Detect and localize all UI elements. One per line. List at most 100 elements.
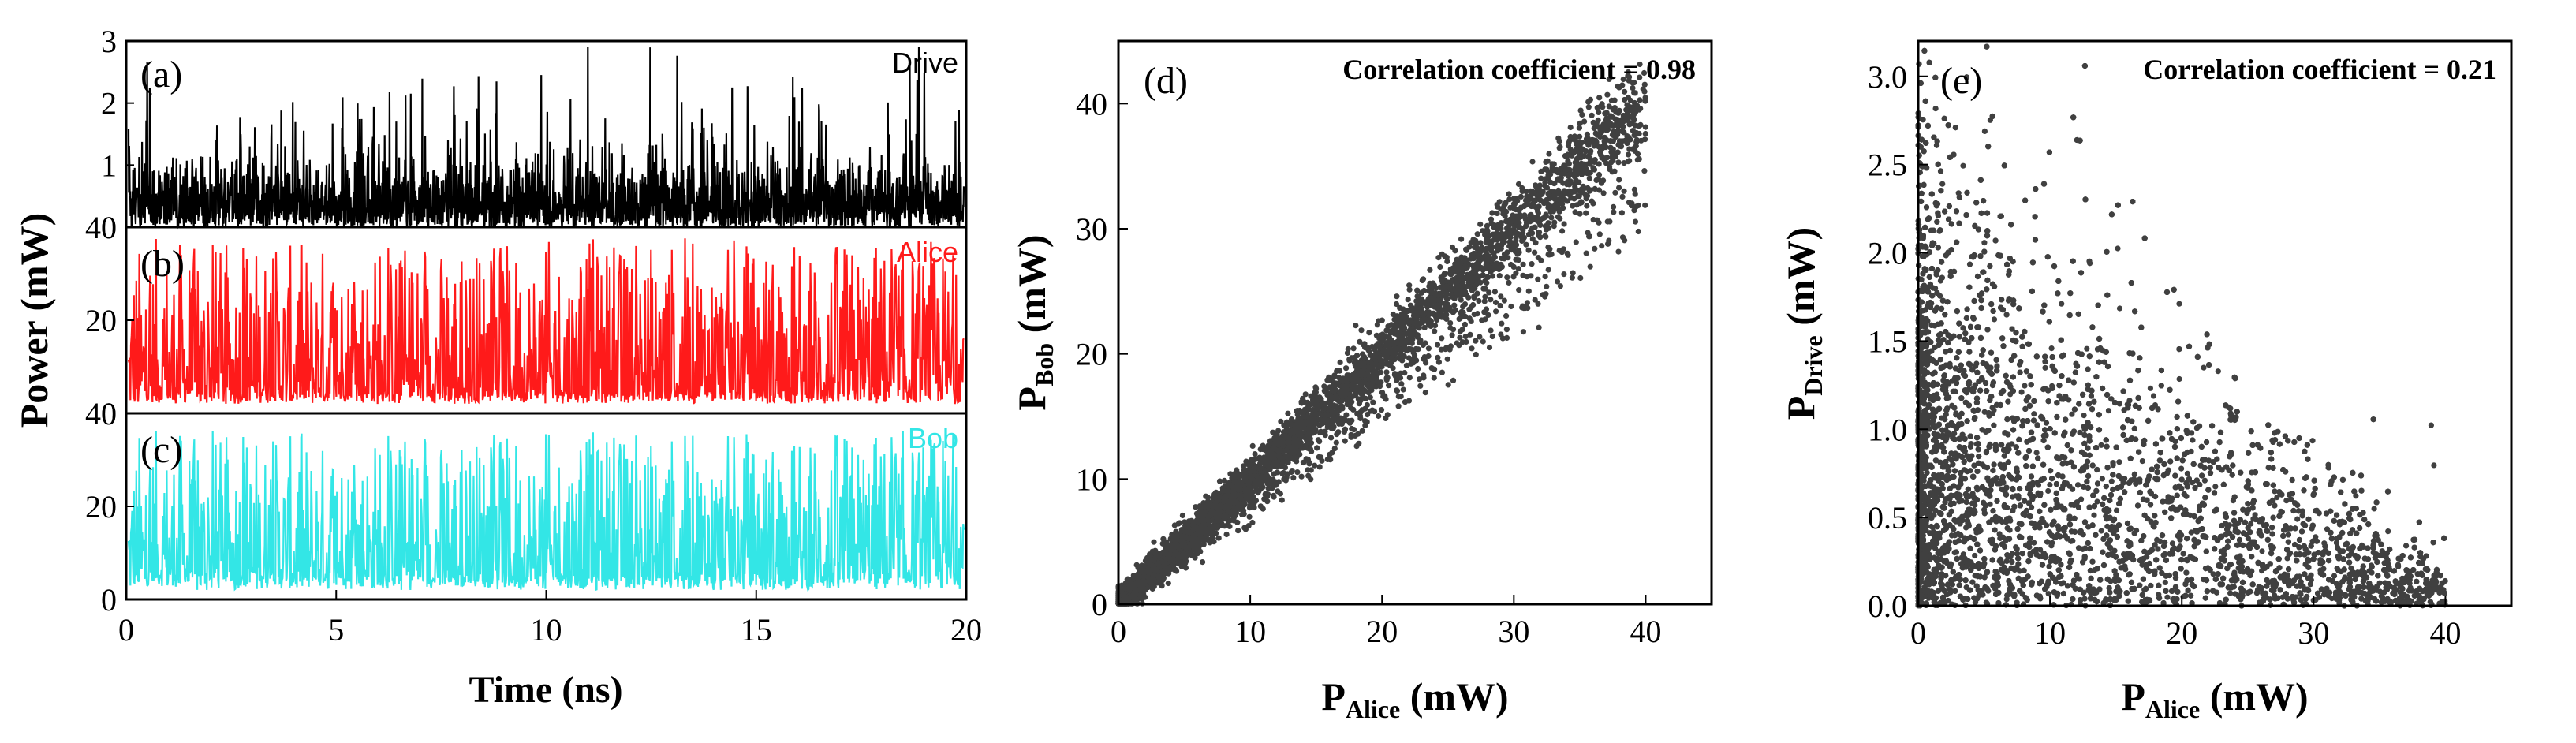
scatter-point bbox=[1611, 203, 1617, 210]
scatter-point bbox=[1642, 136, 1648, 143]
scatter-point bbox=[1546, 151, 1552, 157]
scatter-point bbox=[1499, 320, 1505, 327]
scatter-point bbox=[1615, 159, 1622, 166]
scatter-point bbox=[1632, 218, 1639, 225]
scatter-point bbox=[1327, 399, 1333, 405]
scatter-point bbox=[1520, 272, 1526, 278]
scatter-point bbox=[1416, 294, 1422, 301]
scatter-point bbox=[1327, 394, 1334, 401]
scatter-point bbox=[1394, 387, 1400, 394]
scatter-point bbox=[1278, 418, 1284, 425]
scatter-point bbox=[1435, 342, 1441, 348]
scatter-point bbox=[1293, 454, 1300, 461]
panel-c-legend: Bob bbox=[908, 422, 958, 454]
scatter-point bbox=[1274, 469, 1281, 476]
scatter-point bbox=[1319, 420, 1325, 427]
abc-ylabel: Power (mW) bbox=[12, 213, 56, 428]
scatter-point bbox=[1591, 125, 1597, 132]
scatter-point bbox=[1486, 289, 1492, 296]
scatter-point bbox=[1288, 469, 1294, 476]
scatter-point bbox=[1283, 454, 1290, 461]
scatter-point bbox=[1343, 365, 1350, 372]
scatter-point bbox=[1357, 409, 1364, 416]
scatter-point bbox=[1243, 474, 1249, 480]
scatter-point bbox=[1544, 283, 1550, 289]
scatter-point bbox=[1344, 349, 1350, 357]
scatter-point bbox=[1642, 202, 1648, 208]
scatter-point bbox=[1634, 157, 1641, 163]
scatter-point bbox=[1601, 157, 1607, 163]
scatter-point bbox=[1561, 221, 1567, 227]
scatter-point bbox=[1473, 351, 1479, 358]
scatter-point bbox=[1342, 426, 1349, 432]
scatter-point bbox=[1369, 379, 1376, 386]
scatter-point bbox=[1343, 385, 1350, 391]
scatter-point bbox=[1542, 274, 1548, 280]
scatter-point bbox=[1364, 383, 1371, 389]
scatter-point bbox=[1184, 521, 1190, 527]
scatter-point bbox=[1497, 221, 1503, 227]
scatter-point bbox=[1383, 369, 1390, 375]
scatter-point bbox=[1402, 327, 1408, 333]
scatter-point bbox=[1447, 271, 1453, 277]
scatter-point bbox=[1484, 274, 1491, 281]
scatter-point bbox=[1616, 143, 1622, 149]
scatter-point bbox=[1595, 117, 1601, 123]
panel-d-points bbox=[1115, 61, 1648, 607]
scatter-point bbox=[1518, 204, 1525, 211]
scatter-point bbox=[1581, 161, 1587, 167]
scatter-point bbox=[1182, 565, 1189, 571]
panel-c-trace bbox=[127, 431, 965, 592]
scatter-point bbox=[1395, 394, 1402, 400]
scatter-point bbox=[1590, 200, 1596, 207]
scatter-point bbox=[1477, 240, 1484, 246]
scatter-point bbox=[1469, 345, 1475, 352]
scatter-point bbox=[1323, 385, 1329, 392]
scatter-point bbox=[1342, 438, 1348, 444]
scatter-point bbox=[1575, 147, 1581, 153]
scatter-point bbox=[1583, 250, 1589, 256]
scatter-point bbox=[1521, 234, 1527, 241]
scatter-point bbox=[1493, 237, 1499, 243]
scatter-point bbox=[1341, 416, 1347, 422]
scatter-point bbox=[1379, 338, 1385, 345]
scatter-point bbox=[1528, 202, 1534, 208]
scatter-point bbox=[1494, 210, 1500, 217]
scatter-point bbox=[1316, 394, 1323, 401]
scatter-point bbox=[1391, 352, 1397, 358]
scatter-point bbox=[1631, 144, 1638, 151]
scatter-point bbox=[1625, 151, 1632, 158]
scatter-point bbox=[1591, 137, 1597, 144]
scatter-point bbox=[1508, 303, 1514, 310]
xtick-label: 20 bbox=[950, 612, 982, 648]
scatter-point bbox=[1431, 375, 1437, 381]
scatter-point bbox=[1415, 365, 1421, 372]
scatter-point bbox=[1222, 512, 1228, 519]
scatter-point bbox=[1611, 209, 1617, 215]
scatter-point bbox=[1546, 203, 1552, 210]
scatter-point bbox=[1437, 263, 1443, 271]
scatter-point bbox=[1235, 528, 1241, 534]
scatter-point bbox=[1571, 172, 1577, 178]
scatter-point bbox=[1603, 110, 1610, 116]
scatter-point bbox=[1316, 464, 1323, 470]
scatter-point bbox=[1312, 384, 1319, 390]
scatter-point bbox=[1427, 267, 1433, 273]
scatter-point bbox=[1484, 245, 1490, 252]
scatter-point bbox=[1520, 303, 1526, 309]
scatter-point bbox=[1491, 289, 1498, 295]
scatter-point bbox=[1356, 379, 1362, 385]
ytick-label: 2 bbox=[101, 86, 117, 121]
scatter-point bbox=[1349, 425, 1355, 432]
scatter-point bbox=[1398, 381, 1405, 387]
scatter-point bbox=[1171, 522, 1178, 528]
scatter-point bbox=[1263, 491, 1269, 497]
scatter-point bbox=[1513, 270, 1519, 276]
scatter-point bbox=[1547, 195, 1553, 201]
scatter-point bbox=[1390, 311, 1396, 318]
scatter-point bbox=[1329, 425, 1336, 432]
scatter-point bbox=[1545, 267, 1551, 273]
scatter-point bbox=[1489, 333, 1495, 340]
